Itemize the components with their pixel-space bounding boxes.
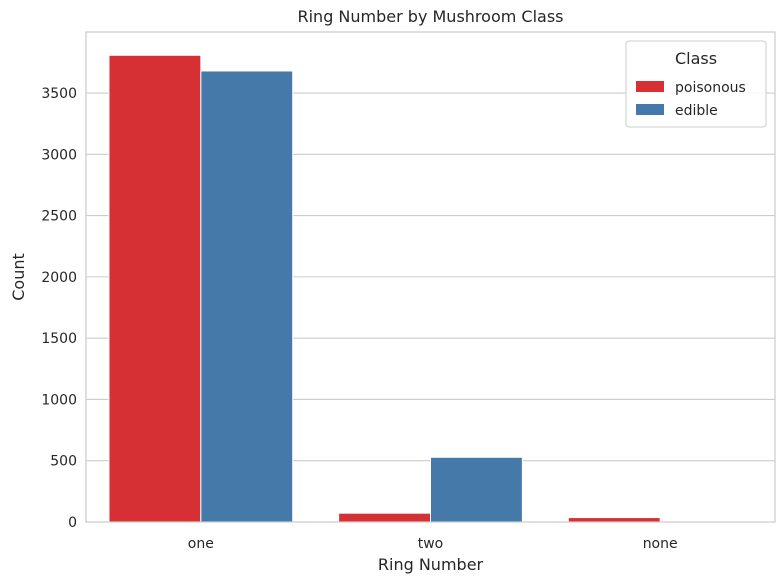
- x-axis-label: Ring Number: [378, 555, 484, 574]
- y-tick-label: 2000: [41, 270, 77, 286]
- y-tick-label: 1500: [41, 331, 77, 347]
- legend: Class poisonous edible: [625, 40, 767, 128]
- legend-swatch-edible: [636, 104, 664, 115]
- bar-poisonous-one: [108, 54, 202, 523]
- bar-edible-one: [200, 70, 294, 523]
- y-tick-label: 3000: [41, 147, 77, 163]
- x-tick-label: two: [418, 536, 444, 552]
- x-axis-ticks: one two none: [188, 536, 678, 552]
- legend-swatch-poisonous: [636, 81, 664, 92]
- bars: [108, 54, 661, 523]
- y-tick-label: 500: [50, 454, 77, 470]
- x-tick-label: one: [188, 536, 214, 552]
- bar-edible-two: [430, 456, 523, 523]
- chart-title: Ring Number by Mushroom Class: [297, 7, 563, 26]
- bar-poisonous-none: [567, 517, 661, 523]
- y-tick-label: 1000: [41, 392, 77, 408]
- legend-title: Class: [675, 49, 717, 68]
- plot-frame: [85, 31, 776, 523]
- x-tick-label: none: [643, 536, 678, 552]
- y-tick-label: 3500: [41, 86, 77, 102]
- y-tick-label: 0: [68, 515, 77, 531]
- y-axis-label: Count: [9, 253, 28, 301]
- y-axis-ticks: 0 500 1000 1500 2000 2500 3000 3500: [41, 86, 77, 531]
- bar-poisonous-two: [338, 512, 431, 523]
- legend-label-poisonous: poisonous: [675, 80, 746, 96]
- y-tick-label: 2500: [41, 209, 77, 225]
- legend-label-edible: edible: [675, 103, 718, 119]
